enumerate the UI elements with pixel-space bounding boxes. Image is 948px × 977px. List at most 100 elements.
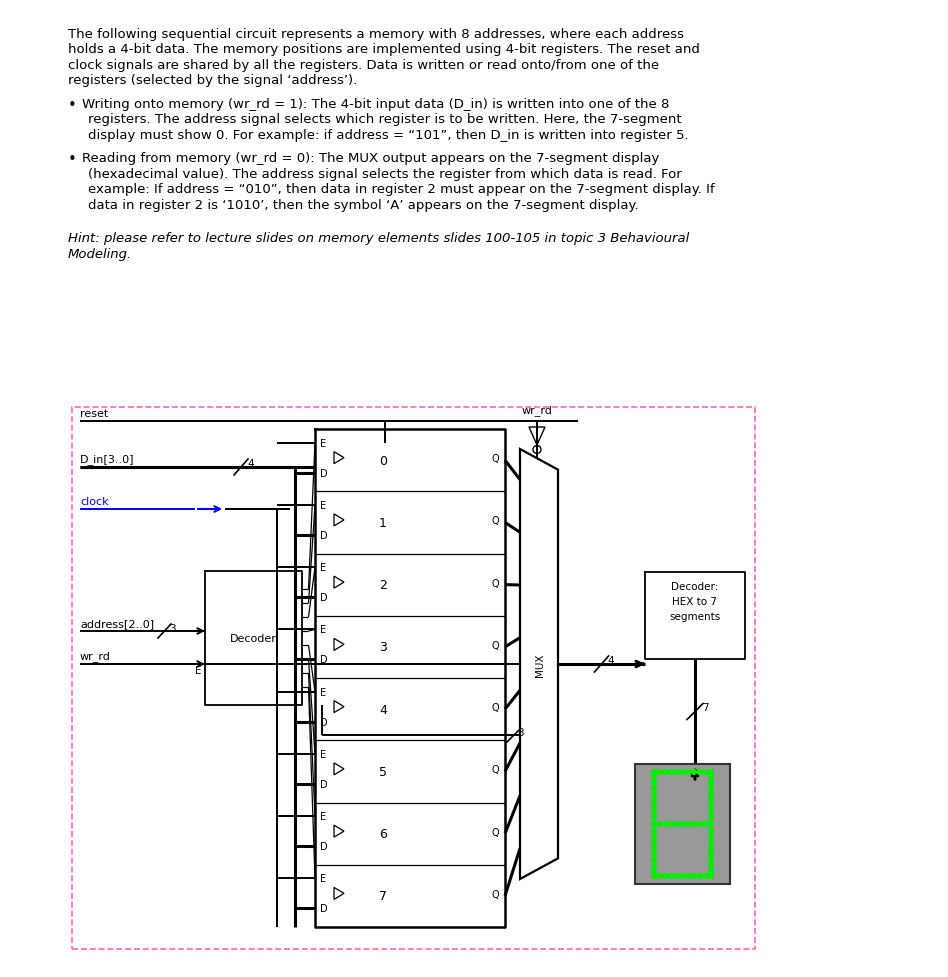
Circle shape [651, 858, 656, 863]
Text: 7: 7 [702, 702, 708, 713]
Text: D: D [320, 904, 328, 913]
Circle shape [708, 834, 714, 839]
Circle shape [702, 873, 708, 878]
Circle shape [708, 791, 714, 796]
Circle shape [668, 770, 673, 775]
Text: Q: Q [491, 578, 499, 588]
Text: Q: Q [491, 640, 499, 651]
Text: wr_rd: wr_rd [80, 651, 111, 661]
Circle shape [685, 873, 690, 878]
Text: E: E [320, 687, 326, 697]
Circle shape [657, 822, 662, 827]
Circle shape [697, 822, 702, 827]
Circle shape [651, 797, 656, 802]
Text: D: D [320, 779, 328, 789]
Text: E: E [320, 811, 326, 822]
Text: •: • [68, 98, 77, 113]
Text: E: E [320, 500, 326, 510]
Polygon shape [520, 449, 558, 879]
Text: 2: 2 [379, 578, 387, 591]
Text: 6: 6 [379, 828, 387, 840]
Text: 4: 4 [247, 458, 254, 469]
Circle shape [691, 873, 696, 878]
Circle shape [680, 822, 684, 827]
Circle shape [708, 803, 714, 808]
Text: E: E [320, 625, 326, 635]
Circle shape [657, 770, 662, 775]
Circle shape [651, 822, 656, 827]
Text: Q: Q [491, 453, 499, 464]
Circle shape [651, 803, 656, 808]
Text: 7: 7 [379, 889, 387, 903]
Circle shape [674, 770, 679, 775]
Circle shape [651, 864, 656, 869]
Text: registers (selected by the signal ‘address’).: registers (selected by the signal ‘addre… [68, 74, 357, 87]
Text: Reading from memory (wr_rd = 0): The MUX output appears on the 7-segment display: Reading from memory (wr_rd = 0): The MUX… [82, 152, 660, 165]
Circle shape [651, 870, 656, 874]
Text: E: E [320, 439, 326, 448]
Text: wr_rd: wr_rd [521, 404, 553, 415]
Circle shape [708, 852, 714, 857]
Text: E: E [195, 665, 202, 675]
Text: 5: 5 [379, 765, 387, 778]
Text: Hint: please refer to lecture slides on memory elements slides 100-105 in topic : Hint: please refer to lecture slides on … [68, 233, 689, 245]
Text: Q: Q [491, 702, 499, 712]
Circle shape [651, 815, 656, 820]
Text: example: If address = “010”, then data in register 2 must appear on the 7-segmen: example: If address = “010”, then data i… [88, 184, 715, 196]
Circle shape [668, 822, 673, 827]
Text: D: D [320, 592, 328, 603]
Text: holds a 4-bit data. The memory positions are implemented using 4-bit registers. : holds a 4-bit data. The memory positions… [68, 43, 700, 57]
Circle shape [702, 770, 708, 775]
Text: D: D [320, 841, 328, 851]
Circle shape [708, 828, 714, 833]
Text: Modeling.: Modeling. [68, 248, 133, 261]
Text: segments: segments [669, 612, 720, 621]
Circle shape [651, 846, 656, 851]
Text: 3: 3 [169, 623, 175, 633]
Text: display must show 0. For example: if address = “101”, then D_in is written into : display must show 0. For example: if add… [88, 129, 688, 142]
Circle shape [708, 786, 714, 790]
Circle shape [708, 774, 714, 779]
Circle shape [651, 852, 656, 857]
Text: clock signals are shared by all the registers. Data is written or read onto/from: clock signals are shared by all the regi… [68, 59, 659, 72]
Circle shape [651, 840, 656, 845]
Text: D: D [320, 717, 328, 727]
Text: Writing onto memory (wr_rd = 1): The 4-bit input data (D_in) is written into one: Writing onto memory (wr_rd = 1): The 4-b… [82, 98, 669, 110]
Circle shape [651, 809, 656, 814]
Circle shape [651, 786, 656, 790]
Text: D: D [320, 531, 328, 540]
Text: 3: 3 [379, 641, 387, 654]
Circle shape [663, 770, 667, 775]
Circle shape [708, 815, 714, 820]
Circle shape [708, 780, 714, 785]
Text: 3: 3 [517, 727, 523, 738]
Text: 1: 1 [379, 517, 387, 530]
Circle shape [708, 846, 714, 851]
Text: Q: Q [491, 516, 499, 526]
Circle shape [685, 770, 690, 775]
Circle shape [708, 770, 714, 775]
Text: 0: 0 [379, 454, 387, 467]
Circle shape [708, 840, 714, 845]
Circle shape [708, 809, 714, 814]
Text: Q: Q [491, 889, 499, 899]
Text: D: D [320, 655, 328, 664]
Text: reset: reset [80, 408, 108, 418]
Circle shape [663, 873, 667, 878]
Circle shape [708, 870, 714, 874]
Text: data in register 2 is ‘1010’, then the symbol ‘A’ appears on the 7-segment displ: data in register 2 is ‘1010’, then the s… [88, 198, 639, 212]
Text: Q: Q [491, 827, 499, 836]
Circle shape [680, 770, 684, 775]
Circle shape [685, 822, 690, 827]
Circle shape [674, 822, 679, 827]
Text: (hexadecimal value). The address signal selects the register from which data is : (hexadecimal value). The address signal … [88, 168, 682, 181]
Text: D_in[3..0]: D_in[3..0] [80, 453, 135, 464]
Circle shape [651, 780, 656, 785]
Text: D: D [320, 468, 328, 478]
Circle shape [708, 797, 714, 802]
Circle shape [651, 873, 656, 878]
Circle shape [651, 828, 656, 833]
Circle shape [657, 873, 662, 878]
Circle shape [708, 864, 714, 869]
Circle shape [708, 873, 714, 878]
